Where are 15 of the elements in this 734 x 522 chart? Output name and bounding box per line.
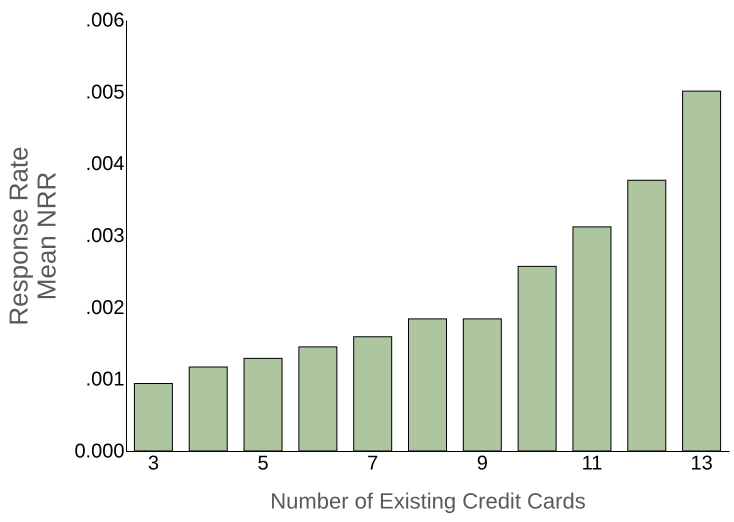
x-tick-label: 11	[582, 452, 602, 474]
y-tick-label: .003	[86, 225, 124, 247]
y-tick-label: .005	[86, 81, 124, 104]
x-tick-label: 7	[367, 452, 378, 474]
y-axis-title: Response Rate Mean NRR	[3, 146, 62, 326]
x-tick-label: 9	[476, 452, 488, 474]
x-axis-title: Number of Existing Credit Cards	[270, 488, 586, 514]
y-tick-label: .002	[86, 296, 124, 319]
y-tick-label: .006	[86, 10, 124, 32]
x-tick-label: 5	[257, 452, 269, 474]
y-tick-label: 0.000	[74, 440, 124, 462]
x-tick-label: 13	[690, 452, 713, 474]
y-tick-label: .001	[86, 368, 124, 391]
y-tick-label: .004	[86, 153, 124, 176]
x-tick-label: 3	[148, 452, 159, 474]
